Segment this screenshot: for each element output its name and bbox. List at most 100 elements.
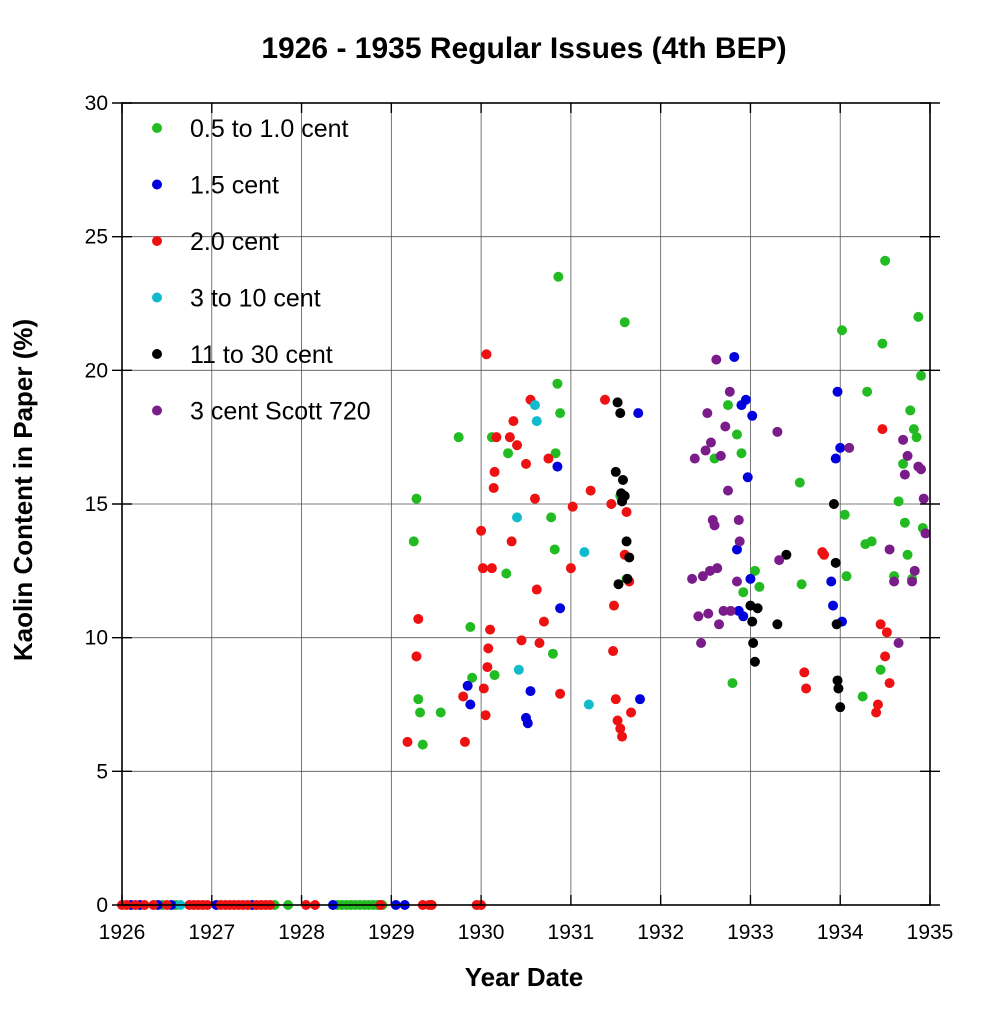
data-point bbox=[801, 683, 812, 694]
x-tick-labels: 1926 1927 1928 1929 1930 1931 1932 1933 1934 1935 bbox=[99, 921, 954, 944]
data-point bbox=[633, 408, 644, 419]
data-points bbox=[117, 255, 931, 910]
data-point bbox=[687, 573, 698, 584]
data-point bbox=[920, 528, 931, 539]
data-point bbox=[731, 429, 742, 440]
y-tick-label: 10 bbox=[85, 627, 108, 650]
data-point bbox=[909, 565, 920, 576]
data-point bbox=[413, 613, 424, 624]
legend-label: 3 to 10 cent bbox=[190, 285, 321, 313]
data-point bbox=[711, 354, 722, 365]
data-point bbox=[703, 608, 714, 619]
data-point bbox=[453, 432, 464, 443]
data-point bbox=[774, 555, 785, 566]
data-point bbox=[621, 536, 632, 547]
data-point bbox=[835, 702, 846, 713]
data-point bbox=[731, 576, 742, 587]
data-point bbox=[742, 472, 753, 483]
data-point bbox=[752, 603, 763, 614]
data-point bbox=[733, 515, 744, 526]
data-point bbox=[889, 576, 900, 587]
x-tick-label: 1934 bbox=[817, 921, 864, 944]
data-point bbox=[839, 509, 850, 520]
data-point bbox=[512, 440, 523, 451]
data-point bbox=[700, 445, 711, 456]
data-point bbox=[555, 688, 566, 699]
data-point bbox=[579, 547, 590, 558]
data-point bbox=[736, 448, 747, 459]
data-point bbox=[875, 664, 886, 675]
data-point bbox=[555, 408, 566, 419]
data-point bbox=[503, 448, 514, 459]
data-point bbox=[480, 710, 491, 721]
data-point bbox=[583, 699, 594, 710]
data-point bbox=[749, 656, 760, 667]
legend-marker bbox=[152, 292, 162, 303]
data-point bbox=[483, 643, 494, 654]
data-point bbox=[467, 672, 478, 683]
legend-label: 11 to 30 cent bbox=[190, 341, 333, 369]
data-point bbox=[504, 432, 515, 443]
data-point bbox=[905, 405, 916, 416]
legend-marker bbox=[152, 405, 162, 416]
data-point bbox=[693, 611, 704, 622]
series-5 bbox=[687, 354, 931, 649]
data-point bbox=[481, 349, 492, 360]
x-tick-label: 1929 bbox=[368, 921, 415, 944]
x-tick-label: 1926 bbox=[99, 921, 146, 944]
data-point bbox=[462, 680, 473, 691]
data-point bbox=[513, 664, 524, 675]
data-point bbox=[516, 635, 527, 646]
data-point bbox=[725, 605, 736, 616]
data-point bbox=[489, 670, 500, 681]
data-point bbox=[459, 736, 470, 747]
legend-label: 2.0 cent bbox=[190, 228, 279, 256]
y-tick-label: 20 bbox=[85, 359, 108, 382]
data-point bbox=[415, 707, 426, 718]
data-point bbox=[916, 370, 927, 381]
data-point bbox=[902, 450, 913, 461]
data-point bbox=[525, 686, 536, 697]
data-point bbox=[844, 442, 855, 453]
data-point bbox=[465, 621, 476, 632]
data-point bbox=[898, 458, 909, 469]
data-point bbox=[781, 549, 792, 560]
y-tick-labels: 0 5 10 15 20 25 30 bbox=[85, 92, 108, 917]
data-point bbox=[465, 699, 476, 710]
data-point bbox=[585, 485, 596, 496]
data-point bbox=[830, 557, 841, 568]
data-point bbox=[794, 477, 805, 488]
data-point bbox=[826, 576, 837, 587]
data-point bbox=[749, 565, 760, 576]
data-point bbox=[413, 694, 424, 705]
legend-marker bbox=[152, 349, 162, 359]
data-point bbox=[485, 624, 496, 635]
data-point bbox=[615, 723, 626, 734]
data-point bbox=[723, 485, 733, 496]
data-point bbox=[622, 573, 633, 584]
data-point bbox=[832, 386, 843, 397]
legend-marker bbox=[152, 179, 162, 190]
data-point bbox=[714, 619, 725, 630]
data-point bbox=[477, 563, 488, 574]
data-point bbox=[555, 603, 566, 614]
x-tick-label: 1927 bbox=[188, 921, 235, 944]
x-tick-label: 1935 bbox=[907, 921, 954, 944]
y-axis-label: Kaolin Content in Paper (%) bbox=[8, 319, 38, 661]
data-point bbox=[841, 571, 852, 582]
data-point bbox=[689, 453, 700, 464]
data-point bbox=[610, 694, 621, 705]
data-point bbox=[476, 525, 487, 536]
data-point bbox=[531, 416, 542, 427]
data-point bbox=[720, 421, 731, 432]
data-point bbox=[772, 619, 783, 630]
x-axis-label: Year Date bbox=[465, 962, 584, 992]
data-point bbox=[506, 536, 517, 547]
series-3 bbox=[175, 400, 594, 910]
data-point bbox=[546, 512, 557, 523]
data-point bbox=[705, 437, 716, 448]
legend-marker bbox=[152, 236, 162, 246]
data-point bbox=[828, 600, 839, 611]
data-point bbox=[478, 683, 489, 694]
data-point bbox=[521, 458, 531, 469]
